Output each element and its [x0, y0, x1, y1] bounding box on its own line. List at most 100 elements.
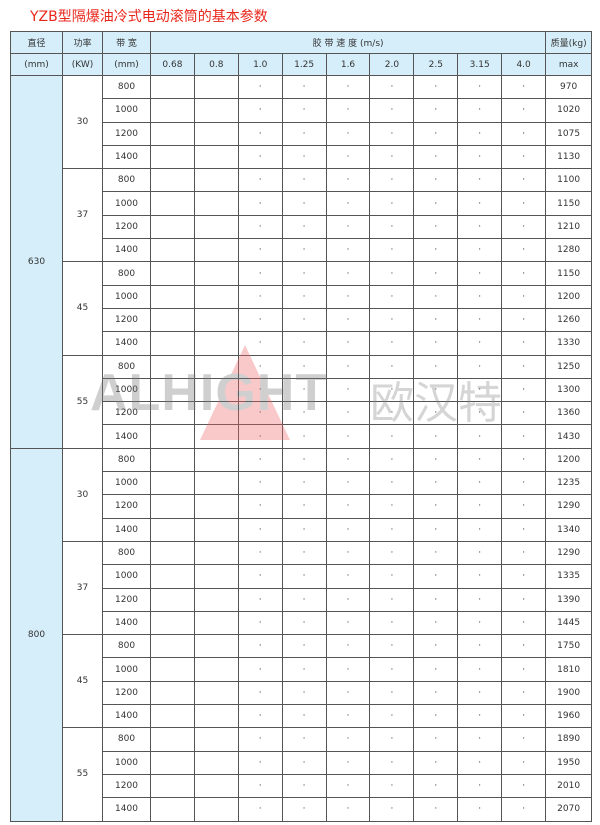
speed-mark-cell: ·	[369, 471, 415, 496]
header-speed-value: 2.5	[413, 53, 459, 76]
speed-mark-cell: ·	[237, 401, 283, 426]
speed-mark-cell: ·	[457, 610, 503, 636]
speed-mark-cell: ·	[457, 401, 503, 426]
header-power: 功率	[62, 31, 103, 54]
speed-mark-cell	[193, 377, 239, 403]
speed-mark-cell: ·	[369, 74, 415, 100]
mass-cell: 1200	[545, 284, 593, 309]
speed-mark-cell: ·	[281, 610, 327, 636]
speed-mark-cell: ·	[281, 634, 327, 659]
speed-mark-cell: ·	[457, 797, 503, 822]
belt-width-cell: 1400	[102, 144, 151, 170]
speed-mark-cell	[150, 121, 195, 146]
speed-mark-cell: ·	[325, 238, 371, 263]
speed-mark-cell: ·	[237, 540, 283, 566]
mass-cell: 1335	[545, 564, 593, 589]
speed-mark-cell: ·	[369, 98, 415, 123]
speed-mark-cell: ·	[325, 354, 371, 379]
speed-mark-cell	[193, 517, 239, 542]
speed-mark-cell: ·	[325, 307, 371, 333]
mass-cell: 1430	[545, 424, 593, 449]
speed-mark-cell: ·	[369, 587, 415, 612]
speed-mark-cell: ·	[325, 191, 371, 216]
speed-mark-cell: ·	[501, 540, 547, 566]
speed-mark-cell: ·	[237, 773, 283, 799]
speed-mark-cell: ·	[281, 797, 327, 822]
speed-mark-cell: ·	[281, 98, 327, 123]
speed-mark-cell: ·	[281, 773, 327, 799]
mass-cell: 1290	[545, 540, 593, 566]
speed-mark-cell	[150, 98, 195, 123]
speed-mark-cell	[193, 657, 239, 682]
speed-mark-cell: ·	[501, 284, 547, 309]
speed-mark-cell: ·	[501, 773, 547, 799]
header-speed-value: 1.0	[237, 53, 283, 76]
speed-mark-cell: ·	[281, 401, 327, 426]
speed-mark-cell: ·	[501, 307, 547, 333]
table-row: 1000 · · · · · · · 1200	[11, 284, 593, 309]
speed-mark-cell: ·	[281, 331, 327, 356]
table-row: 1000 · · · · · · · 1235	[11, 471, 593, 496]
speed-mark-cell	[150, 797, 195, 822]
speed-mark-cell	[150, 517, 195, 542]
belt-width-cell: 1200	[102, 494, 151, 519]
belt-width-cell: 1200	[102, 307, 151, 333]
speed-mark-cell	[193, 168, 239, 193]
speed-mark-cell: ·	[413, 447, 459, 473]
belt-width-cell: 1400	[102, 331, 151, 356]
speed-mark-cell: ·	[281, 447, 327, 473]
speed-mark-cell: ·	[281, 704, 327, 729]
speed-mark-cell: ·	[413, 587, 459, 612]
speed-mark-cell: ·	[413, 238, 459, 263]
speed-mark-cell: ·	[501, 424, 547, 449]
speed-mark-cell: ·	[501, 98, 547, 123]
mass-cell: 1960	[545, 704, 593, 729]
speed-mark-cell	[150, 610, 195, 636]
speed-mark-cell: ·	[281, 121, 327, 146]
speed-mark-cell: ·	[237, 610, 283, 636]
speed-mark-cell: ·	[325, 704, 371, 729]
table-row: 800 30 800 · · · · · · · 1200	[10, 447, 593, 822]
speed-mark-cell	[193, 471, 239, 496]
speed-mark-cell: ·	[281, 471, 327, 496]
speed-mark-cell: ·	[369, 377, 415, 403]
speed-mark-cell: ·	[325, 610, 371, 636]
speed-mark-cell	[150, 471, 195, 496]
mass-cell: 1750	[545, 634, 593, 659]
speed-mark-cell: ·	[281, 377, 327, 403]
belt-width-cell: 800	[102, 727, 151, 752]
speed-mark-cell: ·	[413, 284, 459, 309]
speed-mark-cell: ·	[457, 331, 503, 356]
speed-mark-cell: ·	[369, 284, 415, 309]
speed-mark-cell: ·	[413, 494, 459, 519]
power-cell: 37	[62, 540, 103, 636]
diameter-cell: 630	[10, 75, 63, 449]
belt-width-cell: 1000	[102, 657, 151, 682]
speed-mark-cell: ·	[325, 424, 371, 449]
speed-mark-cell: ·	[237, 657, 283, 682]
speed-mark-cell: ·	[413, 424, 459, 449]
speed-mark-cell: ·	[501, 401, 547, 426]
speed-mark-cell: ·	[237, 121, 283, 146]
table-row: 1000 · · · · · · · 1335	[11, 564, 593, 589]
speed-mark-cell: ·	[501, 238, 547, 263]
diameter-cell: 800	[10, 447, 63, 822]
belt-width-cell: 1200	[102, 401, 151, 426]
belt-width-cell: 800	[102, 261, 151, 286]
mass-cell: 1890	[545, 727, 593, 752]
speed-mark-cell	[193, 587, 239, 612]
speed-mark-cell: ·	[369, 494, 415, 519]
mass-cell: 2010	[545, 773, 593, 799]
speed-mark-cell: ·	[281, 354, 327, 379]
speed-mark-cell: ·	[281, 587, 327, 612]
speed-mark-cell: ·	[457, 517, 503, 542]
speed-mark-cell: ·	[501, 377, 547, 403]
speed-mark-cell: ·	[281, 214, 327, 240]
speed-mark-cell: ·	[457, 773, 503, 799]
speed-mark-cell	[150, 377, 195, 403]
power-cell: 55	[62, 727, 103, 822]
speed-mark-cell: ·	[237, 587, 283, 612]
mass-cell: 1150	[545, 191, 593, 216]
speed-mark-cell: ·	[369, 238, 415, 263]
speed-mark-cell: ·	[281, 657, 327, 682]
